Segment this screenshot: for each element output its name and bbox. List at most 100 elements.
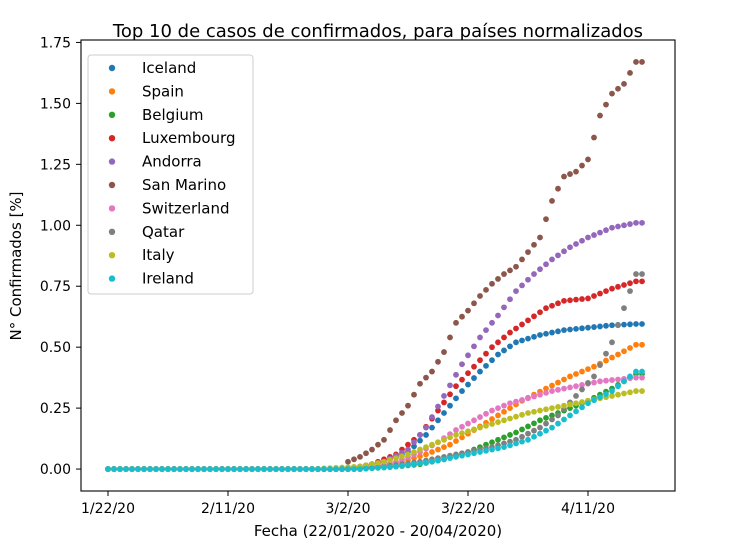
data-point (405, 446, 411, 453)
data-point (579, 399, 585, 405)
x-tick-label: 2/11/20 (201, 501, 255, 517)
data-point (417, 432, 423, 438)
data-point (435, 439, 441, 446)
data-point (639, 278, 645, 285)
legend-box (87, 54, 254, 295)
data-point (399, 410, 405, 416)
data-point (519, 411, 525, 418)
data-point (603, 322, 609, 329)
data-point (279, 466, 285, 472)
data-point (441, 410, 447, 416)
data-point (507, 343, 513, 350)
data-point (429, 368, 435, 375)
legend-marker (108, 88, 116, 95)
data-point (537, 424, 543, 431)
data-point (531, 427, 537, 434)
data-point (507, 329, 513, 336)
data-point (519, 282, 525, 289)
data-point (345, 466, 351, 472)
data-point (435, 403, 441, 410)
data-point (381, 464, 387, 471)
data-point (597, 378, 603, 385)
data-point (507, 405, 513, 412)
data-point (615, 376, 621, 383)
data-point (573, 400, 579, 407)
y-tick-label: 0.00 (40, 462, 71, 478)
data-point (537, 234, 543, 241)
data-point (165, 466, 171, 472)
data-point (375, 441, 381, 448)
data-point (591, 293, 597, 299)
data-point (591, 232, 597, 238)
data-point (381, 458, 387, 465)
data-point (519, 397, 525, 403)
data-point (543, 305, 549, 312)
data-point (543, 385, 549, 392)
data-point (465, 428, 471, 435)
data-point (615, 351, 621, 358)
data-point (387, 457, 393, 463)
data-point (495, 445, 501, 452)
data-point (549, 302, 555, 309)
data-point (333, 466, 339, 472)
data-point (375, 464, 381, 471)
data-point (435, 358, 441, 365)
data-point (573, 408, 579, 415)
data-point (507, 267, 513, 274)
data-point (531, 241, 537, 248)
data-point (633, 368, 639, 375)
data-point (327, 466, 333, 472)
data-point (471, 450, 477, 457)
data-point (519, 438, 525, 445)
data-point (525, 276, 531, 283)
data-point (597, 323, 603, 330)
data-point (495, 436, 501, 443)
data-point (393, 455, 399, 461)
legend-marker (108, 135, 116, 142)
data-point (639, 271, 645, 277)
data-point (549, 412, 555, 419)
data-point (525, 410, 531, 416)
data-point (477, 357, 483, 364)
data-point (525, 430, 531, 437)
data-point (591, 373, 597, 380)
data-point (591, 397, 597, 404)
series-iceland (105, 321, 645, 472)
data-point (459, 430, 465, 437)
data-point (621, 222, 627, 229)
data-point (195, 466, 201, 472)
data-point (345, 458, 351, 465)
data-point (633, 278, 639, 285)
data-point (477, 424, 483, 431)
data-point (123, 466, 129, 472)
data-point (537, 430, 543, 437)
data-point (405, 462, 411, 468)
legend-label: Belgium (142, 106, 204, 124)
y-tick-label: 0.25 (40, 401, 71, 417)
data-point (225, 466, 231, 472)
legend-label: Switzerland (142, 199, 230, 217)
data-point (399, 462, 405, 469)
data-point (507, 442, 513, 449)
data-point (261, 466, 267, 472)
data-point (159, 466, 165, 472)
data-point (627, 373, 633, 380)
data-point (549, 424, 555, 431)
data-point (357, 466, 363, 472)
data-point (555, 185, 561, 192)
data-point (555, 252, 561, 259)
data-point (423, 424, 429, 431)
legend-label: Ireland (142, 270, 194, 288)
data-point (447, 382, 453, 389)
data-point (489, 344, 495, 351)
data-point (447, 402, 453, 409)
data-point (639, 59, 645, 65)
data-point (483, 286, 489, 293)
data-point (537, 309, 543, 316)
data-point (627, 389, 633, 396)
data-point (471, 375, 477, 381)
data-point (627, 280, 633, 287)
data-point (483, 447, 489, 454)
data-point (321, 466, 327, 472)
legend-marker (108, 228, 116, 235)
